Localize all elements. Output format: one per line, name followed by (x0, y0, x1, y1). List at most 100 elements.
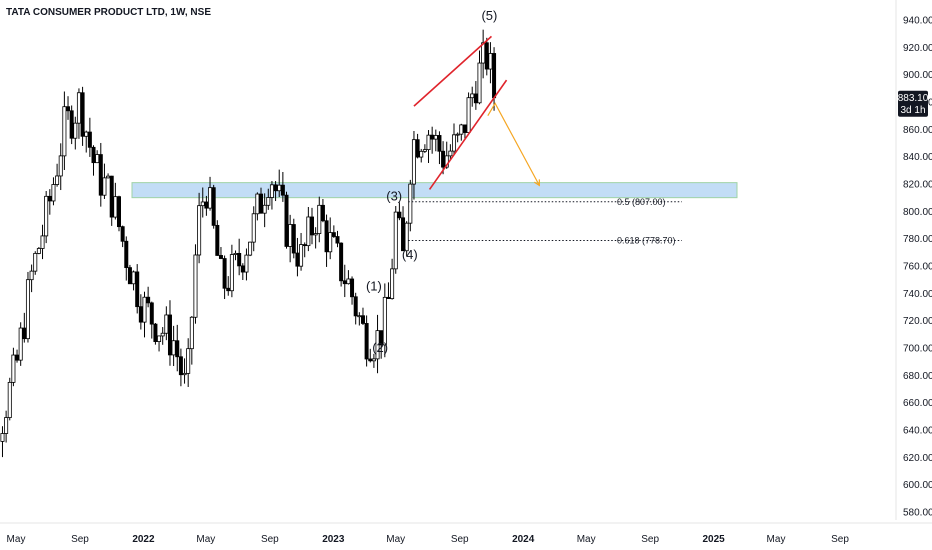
candle[interactable] (353, 292, 358, 325)
candle[interactable] (291, 218, 296, 259)
candle[interactable] (309, 207, 314, 245)
candle[interactable] (481, 29, 486, 79)
candle[interactable] (80, 86, 85, 146)
candle[interactable] (102, 163, 107, 199)
candle[interactable] (18, 322, 23, 366)
candle[interactable] (117, 195, 122, 232)
candle[interactable] (109, 175, 114, 226)
candle[interactable] (160, 327, 165, 345)
candle[interactable] (459, 123, 464, 141)
candle[interactable] (433, 129, 438, 152)
candle[interactable] (189, 316, 194, 365)
candle[interactable] (25, 271, 30, 343)
candle[interactable] (379, 330, 384, 359)
candle[interactable] (208, 176, 213, 211)
candle[interactable] (269, 181, 274, 210)
candle[interactable] (222, 255, 227, 300)
candle[interactable] (280, 171, 285, 202)
candle[interactable] (233, 250, 238, 261)
candle[interactable] (324, 214, 329, 267)
candle[interactable] (58, 143, 63, 191)
candle[interactable] (288, 214, 293, 263)
candle[interactable] (251, 206, 256, 252)
candle[interactable] (273, 181, 278, 202)
candle[interactable] (466, 92, 471, 134)
candle[interactable] (477, 50, 482, 105)
candle[interactable] (138, 294, 143, 330)
candle[interactable] (415, 133, 420, 159)
candle[interactable] (182, 358, 187, 384)
candle[interactable] (146, 286, 151, 308)
candle[interactable] (226, 276, 231, 296)
candle[interactable] (0, 426, 5, 458)
candle[interactable] (175, 324, 180, 372)
candle[interactable] (124, 236, 129, 281)
candle[interactable] (44, 191, 49, 244)
candle[interactable] (73, 116, 78, 150)
candle[interactable] (455, 132, 460, 143)
candle[interactable] (62, 91, 67, 170)
candle[interactable] (422, 144, 427, 154)
candle[interactable] (262, 193, 267, 228)
candle[interactable] (193, 244, 198, 324)
channel-line[interactable] (413, 35, 492, 107)
candle[interactable] (200, 187, 205, 218)
candle[interactable] (397, 202, 402, 221)
candle[interactable] (98, 142, 103, 207)
candle[interactable] (411, 131, 416, 200)
candle[interactable] (11, 347, 16, 387)
candle[interactable] (248, 241, 253, 257)
candle[interactable] (66, 96, 71, 120)
candle[interactable] (84, 130, 89, 153)
candle[interactable] (95, 150, 100, 164)
candle[interactable] (69, 105, 74, 145)
candle[interactable] (390, 258, 395, 300)
candle[interactable] (240, 263, 245, 281)
candle[interactable] (346, 270, 351, 285)
candle[interactable] (317, 196, 322, 243)
candle[interactable] (135, 264, 140, 314)
candle[interactable] (408, 179, 413, 232)
candle[interactable] (339, 242, 344, 287)
candle[interactable] (120, 225, 125, 248)
candle[interactable] (401, 206, 406, 252)
candle[interactable] (452, 123, 457, 155)
candle[interactable] (382, 283, 387, 358)
channel-line[interactable] (428, 79, 508, 190)
projection-path[interactable] (487, 102, 540, 186)
candle[interactable] (157, 335, 162, 352)
candle[interactable] (393, 206, 398, 274)
candle[interactable] (7, 377, 12, 421)
candle[interactable] (404, 221, 409, 257)
candle[interactable] (488, 42, 493, 84)
candle[interactable] (331, 225, 336, 238)
candle[interactable] (360, 307, 365, 325)
candle[interactable] (87, 117, 92, 157)
candle[interactable] (76, 88, 81, 139)
candle[interactable] (437, 131, 442, 165)
candle[interactable] (171, 325, 176, 367)
candle[interactable] (55, 163, 60, 187)
candle[interactable] (266, 188, 271, 210)
candle[interactable] (368, 348, 373, 363)
candle[interactable] (4, 410, 9, 443)
candle[interactable] (313, 227, 318, 249)
candle[interactable] (91, 145, 96, 176)
candle[interactable] (149, 301, 154, 339)
candle[interactable] (430, 126, 435, 154)
candle[interactable] (186, 338, 191, 387)
candle[interactable] (357, 312, 362, 326)
candle[interactable] (448, 144, 453, 160)
candle[interactable] (244, 248, 249, 281)
candle[interactable] (342, 264, 347, 298)
candle[interactable] (211, 184, 216, 229)
candle[interactable] (335, 230, 340, 248)
candle[interactable] (106, 173, 111, 179)
candle[interactable] (484, 37, 489, 76)
candle[interactable] (178, 348, 183, 387)
candle[interactable] (47, 189, 52, 215)
candle[interactable] (15, 349, 20, 363)
candle[interactable] (328, 217, 333, 260)
candle[interactable] (33, 251, 38, 275)
candle[interactable] (277, 169, 282, 198)
